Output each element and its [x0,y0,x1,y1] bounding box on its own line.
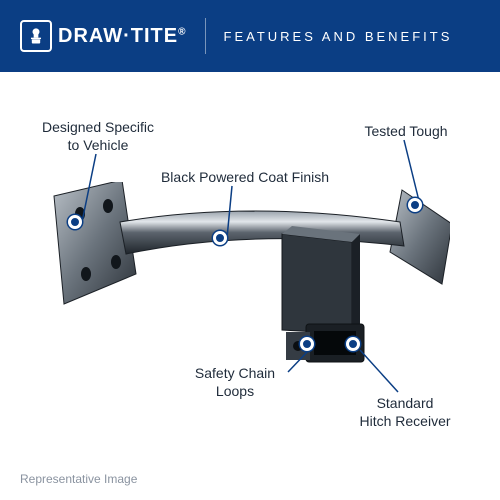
hitch-ball-icon [20,20,52,52]
callout-safety-chain: Safety ChainLoops [180,364,290,400]
footer-note: Representative Image [20,472,137,486]
header-divider [205,18,206,54]
header-bar: DRAW·TITE® FEATURES AND BENEFITS [0,0,500,72]
callout-hitch-receiver: StandardHitch Receiver [340,394,470,430]
callout-dot [68,215,82,229]
callout-dot [346,337,360,351]
header-tagline: FEATURES AND BENEFITS [224,29,453,44]
brand-logo: DRAW·TITE® [20,20,187,52]
diagram-stage: Designed Specificto Vehicle Black Powere… [0,72,500,500]
callout-tested-tough: Tested Tough [346,122,466,140]
callout-dot [213,231,227,245]
callout-black-coat: Black Powered Coat Finish [135,168,355,186]
brand-text: DRAW·TITE® [58,25,187,48]
callout-dot [408,198,422,212]
callout-designed-specific: Designed Specificto Vehicle [28,118,168,154]
callout-dot [300,337,314,351]
